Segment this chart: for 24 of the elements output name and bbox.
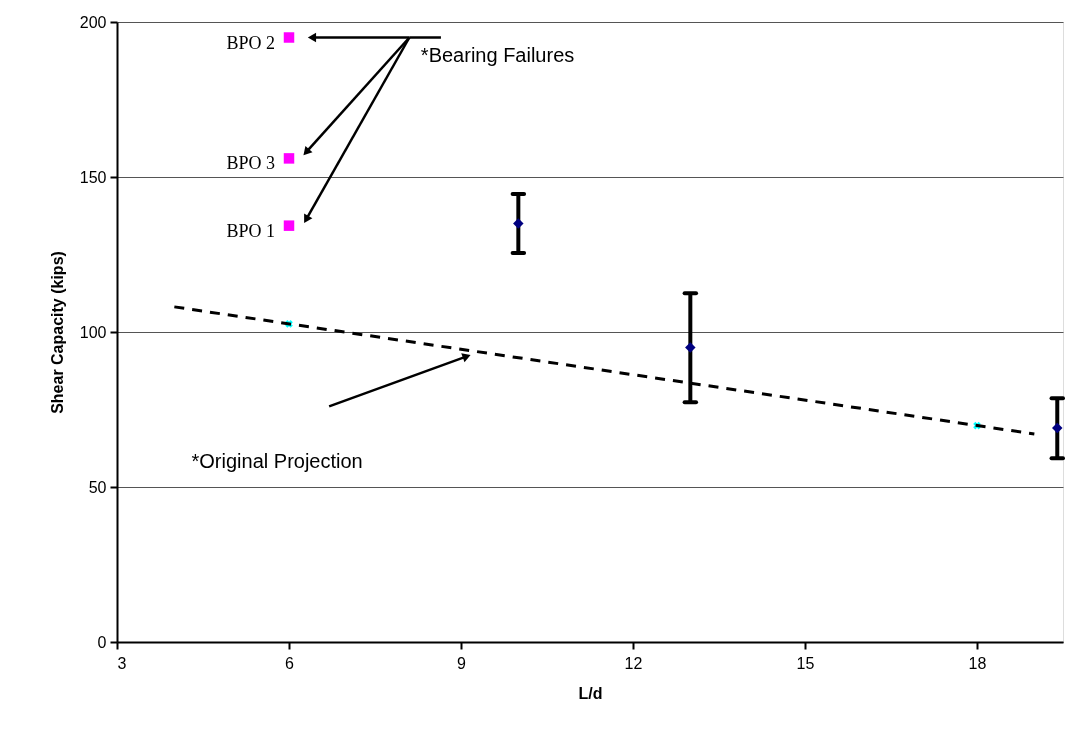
x-tick-label: 6 <box>285 654 295 672</box>
annotation: *Bearing Failures <box>420 44 575 67</box>
x-tick-label: 18 <box>968 654 987 672</box>
x-tick-label: 15 <box>796 654 815 672</box>
y-axis-title: Shear Capacity (kips) <box>48 251 66 414</box>
x-tick-label: 12 <box>624 654 643 672</box>
y-tick-label: 50 <box>88 478 107 496</box>
point <box>685 342 696 353</box>
x-tick-label: 9 <box>457 654 467 672</box>
data-label: BPO 1 <box>226 220 275 241</box>
y-tick-label: 150 <box>79 168 107 186</box>
data-label: BPO 3 <box>226 153 275 174</box>
point <box>1052 422 1063 434</box>
point <box>283 32 295 43</box>
y-tick-label: 0 <box>97 633 107 651</box>
point <box>283 220 295 231</box>
annotation: *Original Projection <box>191 450 363 473</box>
data-label: BPO 2 <box>226 32 275 53</box>
y-tick-label: 200 <box>79 13 107 31</box>
x-tick-label: 3 <box>117 654 127 672</box>
point <box>513 218 524 229</box>
point <box>283 153 295 164</box>
x-axis-title: L/d <box>578 684 603 702</box>
y-tick-label: 100 <box>79 323 107 341</box>
